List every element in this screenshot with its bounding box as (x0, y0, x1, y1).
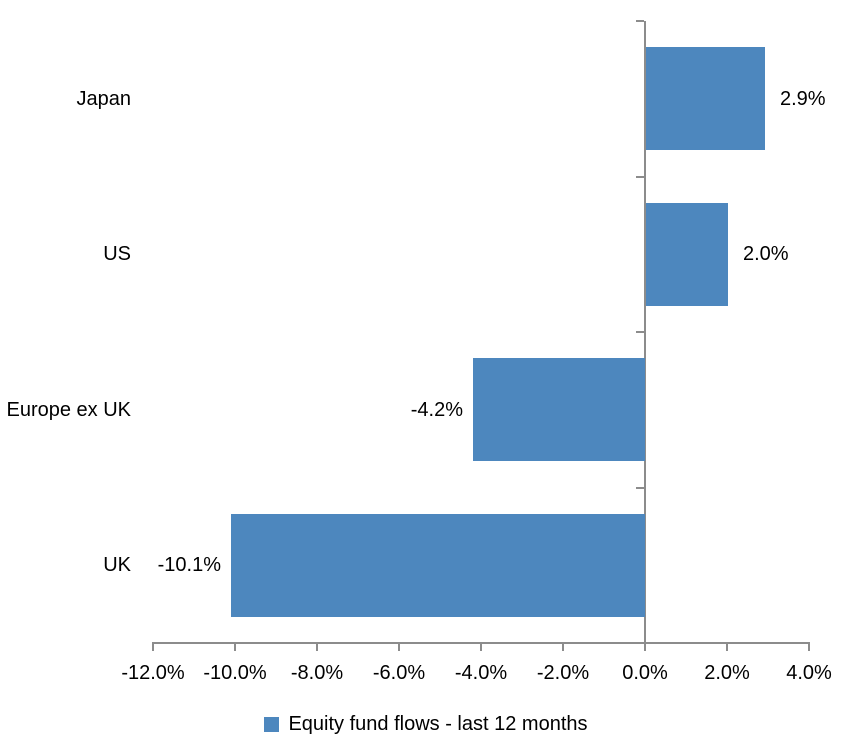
x-axis-tick (316, 643, 318, 651)
x-tick-label--8-0-: -8.0% (290, 662, 344, 684)
y-axis-tick (636, 20, 644, 22)
legend-label: Equity fund flows - last 12 months (288, 713, 588, 735)
plot-area: -12.0% -10.0% -8.0% -6.0% -4.0% -2.0% 0.0% 2.0%… (6, 20, 832, 684)
x-tick-label-0-0-: 0.0% (622, 662, 668, 684)
bar-japan (646, 47, 765, 150)
x-axis-tick (644, 643, 646, 651)
x-tick-label-4-0-: 4.0% (786, 662, 832, 684)
x-tick-label-2-0-: 2.0% (704, 662, 750, 684)
value-label-us: 2.0% (743, 243, 789, 265)
category-label-us: US (103, 243, 131, 265)
x-axis-tick (562, 643, 564, 651)
x-axis-tick (234, 643, 236, 651)
x-axis-tick (726, 643, 728, 651)
x-axis-tick (398, 643, 400, 651)
bar-europe-ex-uk (473, 358, 645, 461)
legend: Equity fund flows - last 12 months (0, 710, 852, 738)
legend-swatch-icon (264, 716, 280, 732)
x-tick-label--10-0-: -10.0% (203, 662, 267, 684)
x-axis-tick (808, 643, 810, 651)
y-axis-line (644, 21, 646, 643)
y-axis-tick (636, 487, 644, 489)
value-label-europe-ex-uk: -4.2% (410, 399, 463, 421)
x-tick-label--6-0-: -6.0% (372, 662, 426, 684)
value-label-uk: -10.1% (157, 554, 221, 576)
category-label-europe-ex-uk: Europe ex UK (6, 399, 131, 421)
x-tick-label--2-0-: -2.0% (536, 662, 590, 684)
bar-us (646, 203, 728, 306)
x-tick-label--12-0-: -12.0% (121, 662, 185, 684)
x-tick-label--4-0-: -4.0% (454, 662, 508, 684)
value-label-japan: 2.9% (780, 88, 826, 110)
category-label-japan: Japan (76, 88, 132, 110)
category-label-uk: UK (103, 554, 131, 576)
bar-uk (231, 514, 645, 617)
y-axis-tick (636, 331, 644, 333)
y-axis-tick (636, 176, 644, 178)
x-axis-tick (480, 643, 482, 651)
x-axis-tick (152, 643, 154, 651)
